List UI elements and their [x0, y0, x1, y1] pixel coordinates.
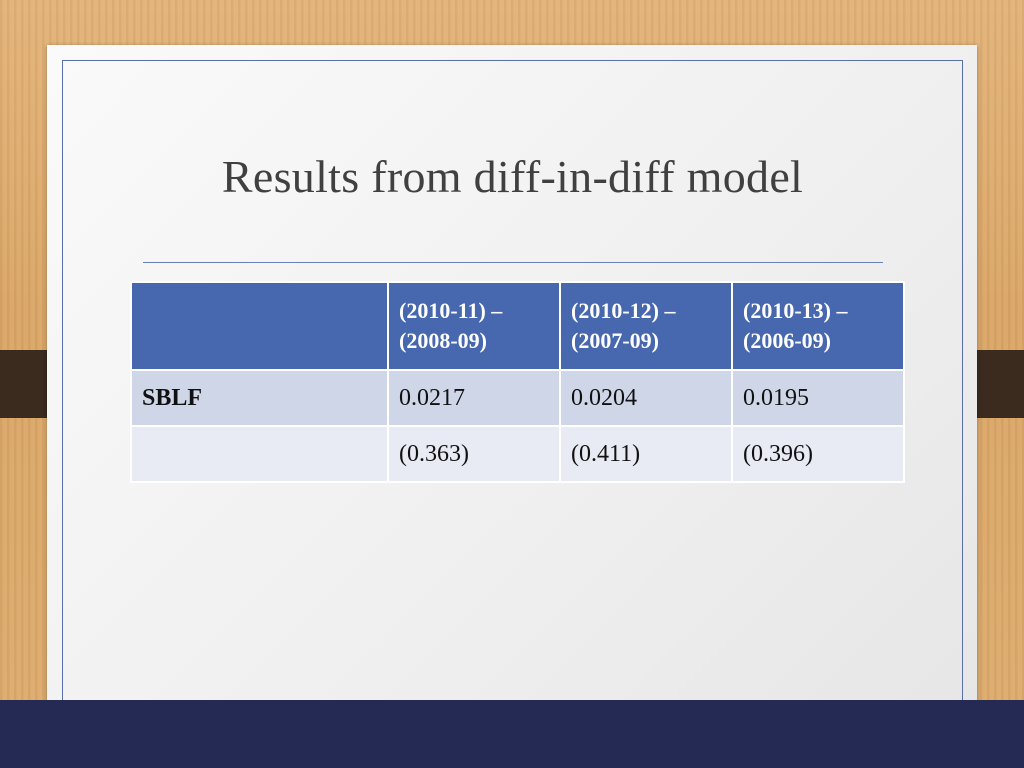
standard-error-cell: (0.363) [387, 425, 561, 483]
slide-title: Results from diff-in-diff model [221, 151, 804, 202]
coefficient-cell: 0.0195 [731, 369, 905, 427]
row-label-empty [130, 425, 389, 483]
row-label-sblf: SBLF [130, 369, 389, 427]
title-divider [143, 262, 883, 263]
header-cell-empty [130, 281, 389, 371]
results-table: (2010-11) – (2008-09) (2010-12) – (2007-… [130, 281, 905, 483]
header-cell-period-1: (2010-11) – (2008-09) [387, 281, 561, 371]
header-cell-period-3: (2010-13) – (2006-09) [731, 281, 905, 371]
coefficient-cell: 0.0204 [559, 369, 733, 427]
standard-error-cell: (0.411) [559, 425, 733, 483]
table-row: (0.363) (0.411) (0.396) [130, 425, 905, 483]
table-header-row: (2010-11) – (2008-09) (2010-12) – (2007-… [130, 281, 905, 371]
header-cell-period-2: (2010-12) – (2007-09) [559, 281, 733, 371]
bottom-bar [0, 700, 1024, 768]
standard-error-cell: (0.396) [731, 425, 905, 483]
coefficient-cell: 0.0217 [387, 369, 561, 427]
table-row: SBLF 0.0217 0.0204 0.0195 [130, 369, 905, 427]
